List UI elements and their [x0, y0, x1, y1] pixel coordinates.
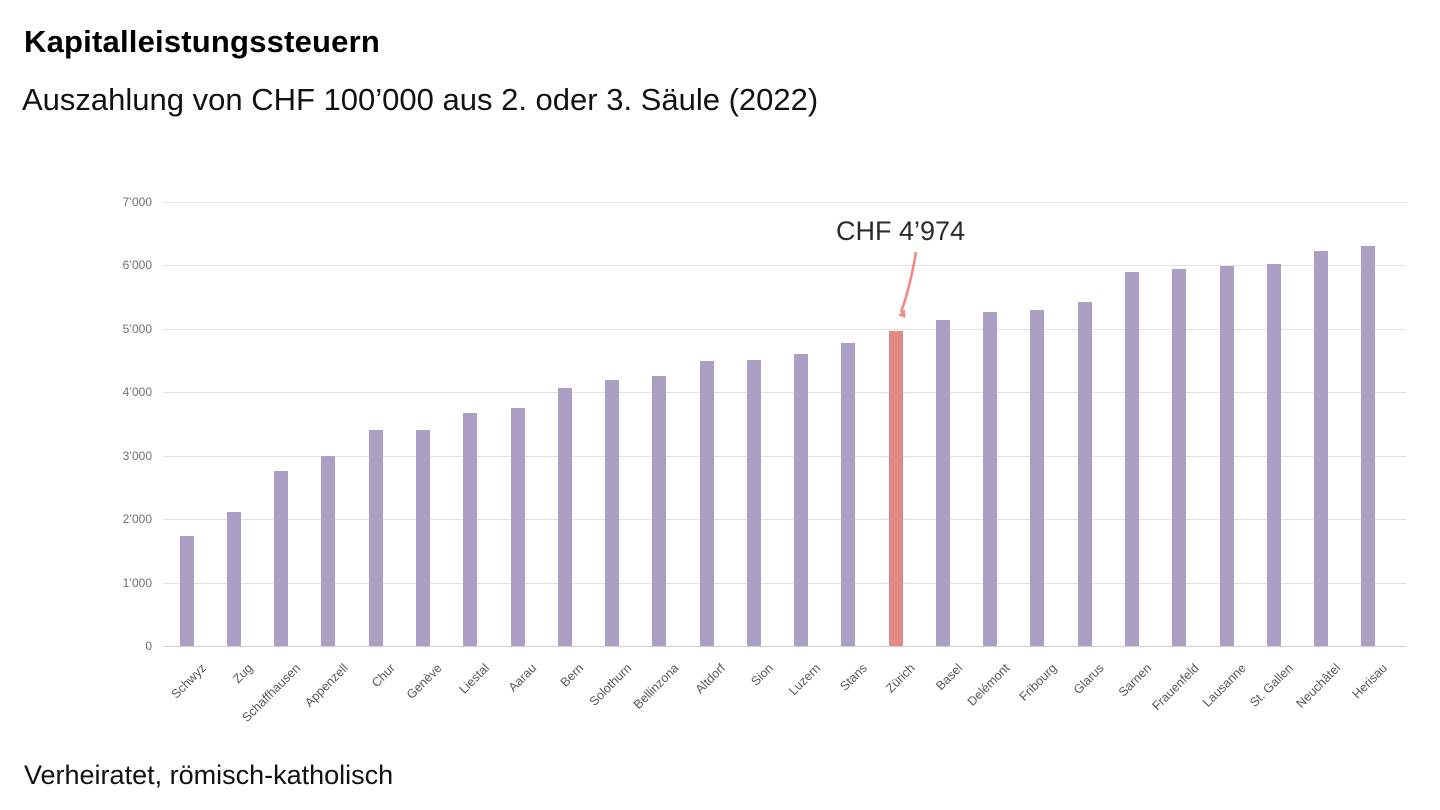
y-tick-label: 5’000 — [122, 321, 152, 336]
x-tick-label: Solothurn — [586, 661, 634, 709]
bar-Stans — [841, 342, 856, 646]
bar-Frauenfeld — [1172, 269, 1187, 646]
x-tick-label: Glarus — [1070, 661, 1107, 697]
bar-Liestal — [463, 412, 478, 646]
x-tick-label: Zug — [230, 661, 256, 687]
x-tick-label: Delémont — [964, 661, 1013, 709]
x-tick-label: Basel — [932, 661, 965, 694]
bar-Neuchâtel — [1314, 251, 1329, 646]
bar-Sion — [746, 359, 761, 646]
bar-Chur — [368, 430, 383, 646]
bar-Herisau — [1361, 245, 1376, 646]
x-tick-label: Bern — [558, 661, 587, 690]
gridline — [163, 582, 1406, 584]
x-tick-label: Bellinzona — [630, 661, 682, 712]
bar-Zug — [226, 511, 241, 646]
x-tick-label: Chur — [368, 661, 398, 691]
x-tick-label: Lausanne — [1199, 661, 1249, 710]
x-tick-label: Sarnen — [1115, 661, 1154, 700]
bar-Lausanne — [1219, 266, 1234, 646]
x-tick-label: Liestal — [456, 661, 493, 697]
y-tick-label: 4’000 — [122, 385, 152, 400]
annotation-label: CHF 4’974 — [836, 216, 966, 246]
gridline — [163, 202, 1406, 203]
x-tick-label: Altdorf — [693, 661, 729, 697]
x-tick-label: Appenzell — [301, 661, 351, 710]
bar-Delémont — [983, 312, 998, 646]
y-tick-label: 2’000 — [122, 512, 152, 527]
x-tick-label: Neuchâtel — [1293, 661, 1344, 711]
gridline — [163, 519, 1406, 521]
y-tick-label: 1’000 — [122, 575, 152, 590]
bar-Solothurn — [605, 379, 620, 646]
x-tick-label: Stans — [837, 661, 871, 694]
bar-Schaffhausen — [274, 470, 289, 646]
bar-Aarau — [510, 407, 525, 646]
x-tick-label: Frauenfeld — [1149, 661, 1202, 714]
x-tick-label: Genève — [404, 661, 445, 702]
x-tick-label: Luzern — [786, 661, 824, 698]
x-tick-label: St. Gallen — [1247, 661, 1296, 710]
bar-Bellinzona — [652, 376, 667, 646]
bar-Basel — [935, 319, 950, 646]
y-tick-label: 3’000 — [122, 448, 152, 463]
y-tick-label: 7’000 — [122, 195, 152, 209]
page-title: Kapitalleistungssteuern — [24, 24, 381, 59]
footnote: Verheiratet, römisch-katholisch — [24, 760, 394, 790]
x-tick-label: Zürich — [883, 661, 918, 696]
y-tick-label: 0 — [145, 639, 152, 653]
bar-Fribourg — [1030, 309, 1045, 646]
bar-Sarnen — [1125, 271, 1140, 646]
bar-Altdorf — [699, 361, 714, 646]
bar-Schwyz — [179, 535, 194, 646]
bar-Appenzell — [321, 456, 336, 646]
bar-Bern — [557, 387, 572, 646]
x-tick-label: Herisau — [1349, 661, 1391, 702]
gridline — [163, 265, 1406, 267]
y-tick-label: 6’000 — [122, 258, 152, 273]
bar-St. Gallen — [1266, 263, 1281, 646]
gridline — [163, 646, 1406, 647]
annotation-arrow-icon — [898, 251, 918, 319]
gridline — [163, 455, 1406, 457]
x-tick-label: Schwyz — [168, 661, 209, 702]
bar-highlight-Zürich — [888, 330, 903, 646]
x-tick-label: Aarau — [505, 661, 540, 695]
gridline — [163, 328, 1406, 330]
x-tick-label: Sion — [748, 661, 776, 689]
page-subtitle: Auszahlung von CHF 100’000 aus 2. oder 3… — [22, 82, 819, 117]
bar-Luzern — [794, 354, 809, 646]
bar-Genève — [415, 429, 430, 646]
x-tick-label: Fribourg — [1016, 661, 1060, 704]
gridline — [163, 392, 1406, 394]
bar-Glarus — [1077, 302, 1092, 646]
